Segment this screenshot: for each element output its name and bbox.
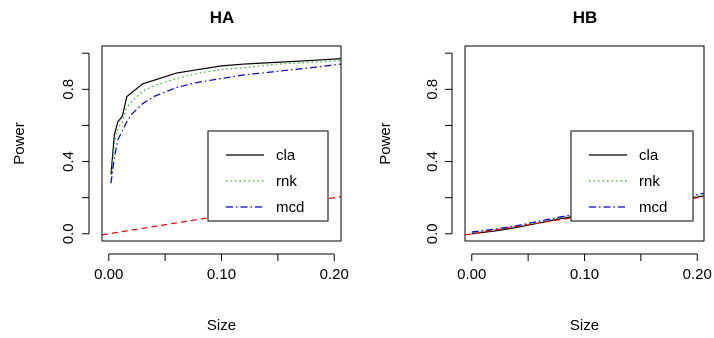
legend-box <box>207 130 329 222</box>
panel-hb: HB Size Power 0.00 0.10 0.20 0.0 0.4 0.8 cla rnk mc… <box>377 8 712 334</box>
x-tick-label: 0.10 <box>570 266 599 283</box>
plot-frame <box>464 45 705 242</box>
legend: cla rnk mcd <box>570 130 694 222</box>
x-tick-label: 0.20 <box>683 266 712 283</box>
plot-frame <box>101 45 342 242</box>
y-tick-label: 0.4 <box>424 151 441 172</box>
legend-label-mcd: mcd <box>639 199 667 216</box>
y-tick-label: 0.0 <box>60 223 77 244</box>
y-axis-label: Power <box>377 122 394 165</box>
series-line-mcd <box>110 63 341 184</box>
x-tick-label: 0.20 <box>320 266 349 283</box>
legend: cla rnk mcd <box>207 130 329 222</box>
legend-box <box>570 130 694 222</box>
x-tick-label: 0.00 <box>94 266 123 283</box>
y-tick-label: 0.4 <box>60 151 77 172</box>
x-tick-label: 0.00 <box>457 266 486 283</box>
legend-label-rnk: rnk <box>639 173 660 190</box>
legend-label-mcd: mcd <box>276 199 304 216</box>
chart-title: HA <box>210 8 235 27</box>
panel-ha: HA Size Power 0.00 0.10 0.20 0.0 0.4 0.8 cla rnk mc… <box>11 8 349 334</box>
series-line-cla <box>110 58 341 175</box>
y-tick-label: 0.8 <box>60 79 77 100</box>
x-axis-label: Size <box>570 317 599 334</box>
legend-label-cla: cla <box>276 147 296 164</box>
x-tick-label: 0.10 <box>207 266 236 283</box>
legend-label-rnk: rnk <box>276 173 297 190</box>
legend-label-cla: cla <box>639 147 659 164</box>
y-tick-label: 0.8 <box>424 79 441 100</box>
y-axis-label: Power <box>11 122 28 165</box>
y-tick-label: 0.0 <box>424 223 441 244</box>
chart-title: HB <box>573 8 598 27</box>
x-axis-label: Size <box>207 317 236 334</box>
